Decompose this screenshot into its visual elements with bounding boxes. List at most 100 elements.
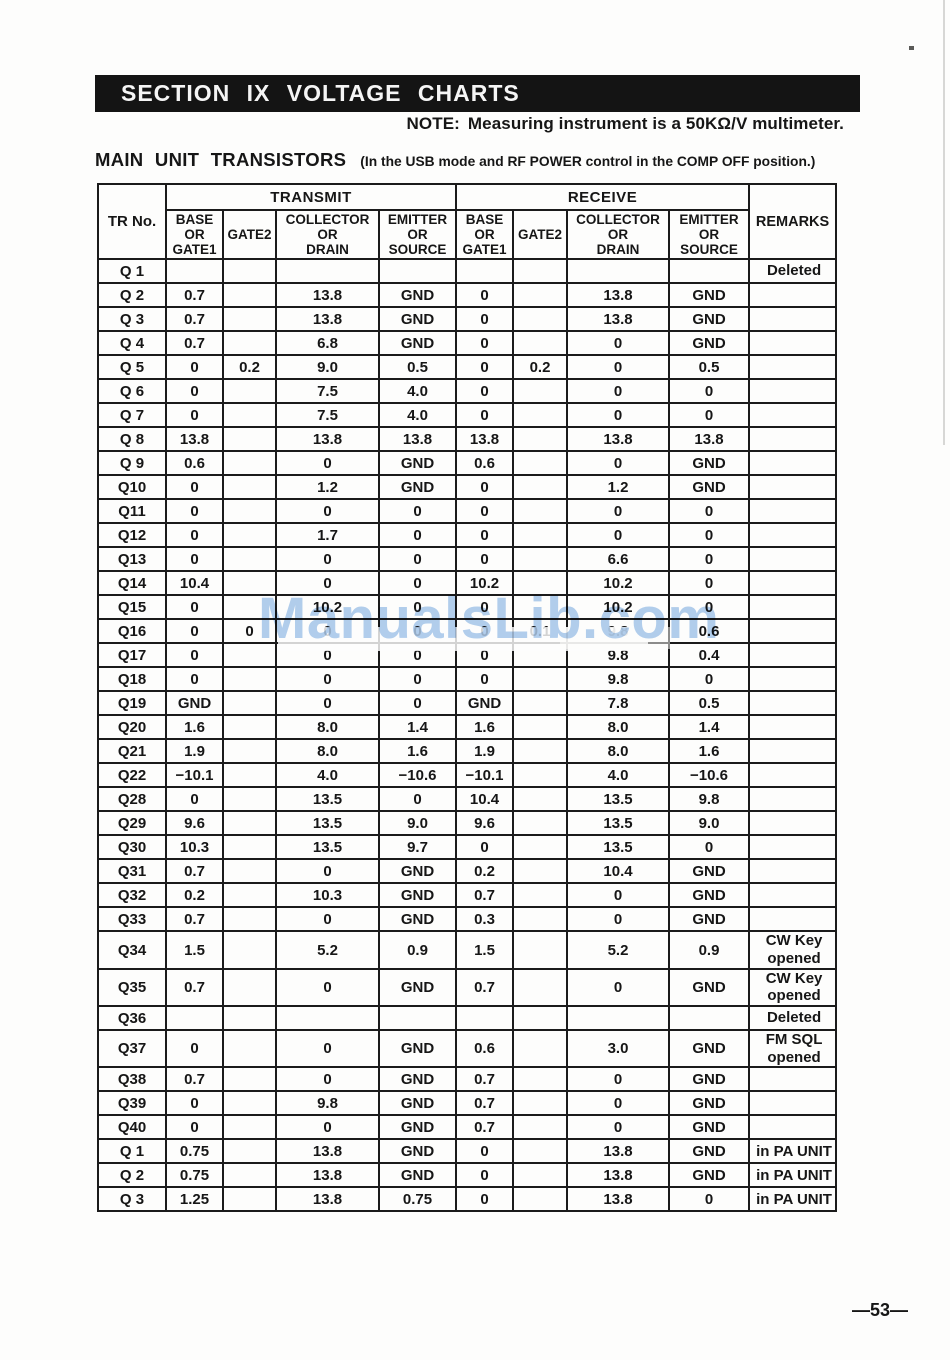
voltage-cell: 0 (566, 330, 670, 357)
voltage-cell: 9.6 (165, 810, 224, 837)
tr-no-cell: Q 2 (97, 282, 167, 309)
voltage-cell: 0 (378, 522, 457, 549)
voltage-cell: 1.4 (667, 714, 751, 741)
voltage-cell: GND (667, 282, 751, 309)
voltage-cell: 0 (455, 330, 514, 357)
voltage-cell: 0 (165, 474, 224, 501)
table-title-line: MAIN UNIT TRANSISTORS (In the USB mode a… (95, 149, 815, 171)
voltage-cell (222, 1138, 277, 1165)
voltage-cell: 0 (275, 498, 380, 525)
voltage-cell: 9.8 (667, 786, 751, 813)
remarks-cell (748, 546, 838, 573)
voltage-cell: −10.1 (165, 762, 224, 789)
voltage-cell: 0.6 (165, 450, 224, 477)
voltage-cell: 4.0 (378, 378, 457, 405)
voltage-cell (222, 714, 277, 741)
voltage-cell: 0.9 (667, 930, 751, 970)
voltage-cell: 1.7 (275, 522, 380, 549)
remarks-cell (748, 522, 838, 549)
table-row: Q12 0 1.7 0 0 0 0 (97, 522, 838, 549)
voltage-cell: 13.8 (667, 426, 751, 453)
tr-no-cell: Q28 (97, 786, 167, 813)
voltage-cell: 1.25 (165, 1186, 224, 1213)
table-row: Q 9 0.6 0 GND 0.6 0 GND (97, 450, 838, 477)
voltage-cell (165, 1005, 224, 1032)
voltage-cell: 1.5 (165, 930, 224, 970)
tr-no-cell: Q11 (97, 498, 167, 525)
voltage-cell: GND (378, 450, 457, 477)
voltage-cell: GND (667, 1114, 751, 1141)
voltage-cell (378, 258, 457, 285)
remarks-cell (748, 426, 838, 453)
remarks-cell (748, 834, 838, 861)
voltage-cell: 13.8 (566, 1186, 670, 1213)
voltage-cell: GND (378, 1029, 457, 1069)
voltage-cell: 0.6 (667, 618, 751, 645)
voltage-cell (512, 1162, 568, 1189)
voltage-cell: 0 (165, 666, 224, 693)
col-header-rx-collector-drain: COLLECTOR OR DRAIN (566, 208, 670, 261)
voltage-cell: GND (165, 690, 224, 717)
voltage-cell (222, 1162, 277, 1189)
voltage-cell: GND (378, 858, 457, 885)
remarks-cell: Deleted (748, 258, 838, 285)
table-row: Q29 9.6 13.5 9.0 9.6 13.5 9.0 (97, 810, 838, 837)
voltage-cell: 0 (378, 498, 457, 525)
voltage-cell (222, 546, 277, 573)
voltage-cell: 0.9 (378, 930, 457, 970)
voltage-cell: GND (378, 306, 457, 333)
voltage-cell: 0.7 (455, 1066, 514, 1093)
voltage-cell: GND (378, 1114, 457, 1141)
voltage-cell: GND (667, 1138, 751, 1165)
voltage-cell: 13.5 (566, 834, 670, 861)
voltage-cell: 9.0 (667, 810, 751, 837)
voltage-cell (222, 1005, 277, 1032)
voltage-cell: GND (455, 690, 514, 717)
voltage-cell: GND (378, 282, 457, 309)
voltage-cell: 0 (165, 1090, 224, 1117)
voltage-cell (222, 570, 277, 597)
remarks-cell (748, 1114, 838, 1141)
voltage-cell (512, 967, 568, 1008)
voltage-cell: 7.8 (566, 690, 670, 717)
voltage-cell: GND (378, 906, 457, 933)
voltage-cell: GND (667, 1066, 751, 1093)
voltage-cell (222, 882, 277, 909)
voltage-cell: 10.2 (566, 570, 670, 597)
voltage-cell (222, 786, 277, 813)
voltage-cell: 0 (566, 498, 670, 525)
voltage-cell (222, 1066, 277, 1093)
voltage-cell: 0.75 (378, 1186, 457, 1213)
voltage-cell: 0 (455, 1162, 514, 1189)
tr-no-cell: Q 6 (97, 378, 167, 405)
col-header-rx-emitter-source: EMITTER OR SOURCE (667, 208, 751, 261)
voltage-cell (566, 1005, 670, 1032)
voltage-cell: 1.5 (455, 930, 514, 970)
voltage-cell: 10.3 (165, 834, 224, 861)
col-header-rx-gate2: GATE2 (512, 208, 568, 261)
tr-no-cell: Q22 (97, 762, 167, 789)
tr-no-cell: Q13 (97, 546, 167, 573)
voltage-cell (222, 378, 277, 405)
voltage-cell: 0 (455, 522, 514, 549)
voltage-cell (512, 546, 568, 573)
voltage-cell (222, 834, 277, 861)
voltage-cell (222, 282, 277, 309)
table-row: Q20 1.6 8.0 1.4 1.6 8.0 1.4 (97, 714, 838, 741)
voltage-cell: 8.0 (275, 714, 380, 741)
remarks-cell (748, 762, 838, 789)
voltage-cell: 0 (566, 1066, 670, 1093)
voltage-cell: 0 (275, 666, 380, 693)
voltage-cell: GND (378, 1162, 457, 1189)
voltage-chart-table: TR No. TRANSMIT RECEIVE REMARKS BASE OR … (97, 182, 838, 1213)
voltage-cell: 0 (165, 594, 224, 621)
voltage-cell (512, 282, 568, 309)
remarks-cell (748, 498, 838, 525)
table-row: Q21 1.9 8.0 1.6 1.9 8.0 1.6 (97, 738, 838, 765)
voltage-cell (512, 930, 568, 970)
voltage-cell (512, 474, 568, 501)
voltage-cell: 7.5 (275, 402, 380, 429)
voltage-cell: 0 (455, 282, 514, 309)
voltage-cell: 13.5 (275, 786, 380, 813)
